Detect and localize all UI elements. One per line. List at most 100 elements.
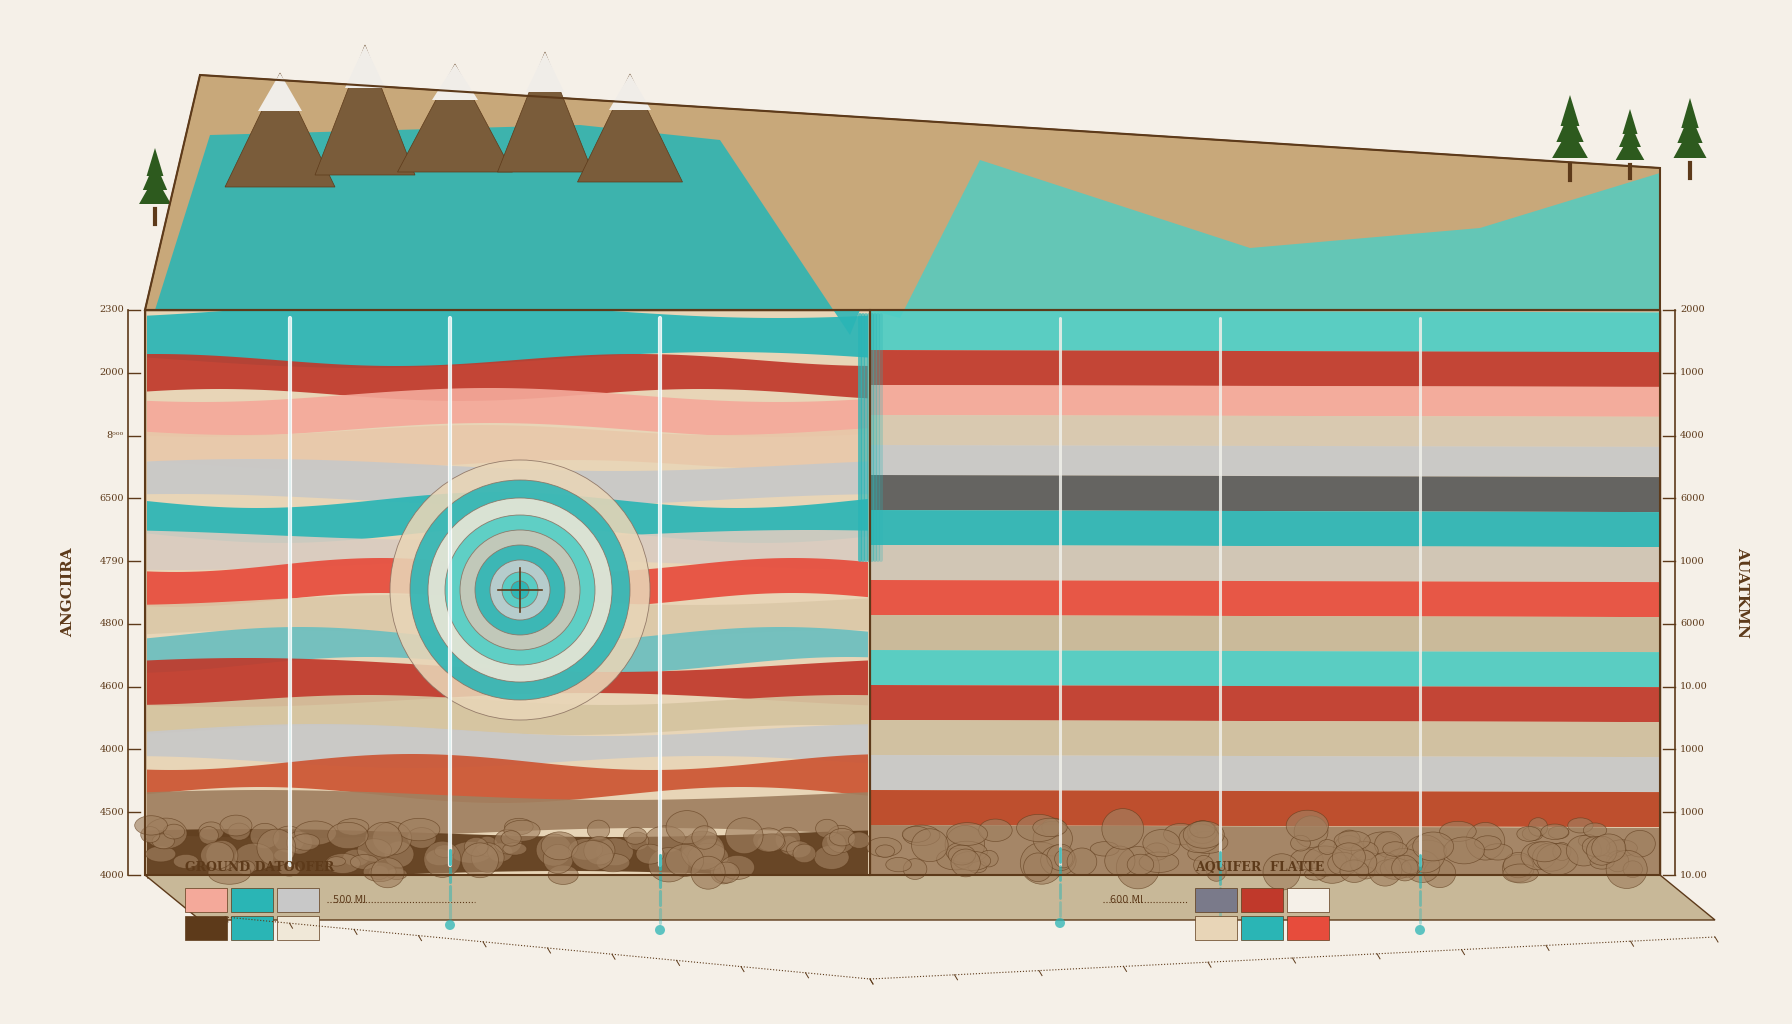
Ellipse shape — [502, 830, 521, 846]
Ellipse shape — [1290, 836, 1310, 851]
Text: 1000: 1000 — [1681, 744, 1704, 754]
Bar — [869, 310, 1659, 874]
Ellipse shape — [1032, 818, 1068, 837]
Ellipse shape — [462, 843, 498, 878]
Ellipse shape — [174, 854, 199, 868]
Ellipse shape — [726, 818, 763, 854]
Ellipse shape — [1116, 847, 1159, 889]
Ellipse shape — [645, 825, 685, 853]
Ellipse shape — [1206, 862, 1226, 882]
Ellipse shape — [1339, 830, 1360, 848]
Ellipse shape — [787, 841, 812, 858]
Polygon shape — [869, 160, 1659, 318]
Ellipse shape — [206, 841, 238, 870]
Ellipse shape — [1127, 854, 1154, 874]
Circle shape — [475, 545, 564, 635]
Ellipse shape — [753, 828, 785, 852]
Polygon shape — [869, 580, 1659, 617]
Ellipse shape — [1055, 850, 1073, 868]
Polygon shape — [147, 354, 867, 401]
Polygon shape — [869, 310, 1659, 352]
Ellipse shape — [434, 845, 455, 857]
Text: 1000: 1000 — [1681, 557, 1704, 565]
Polygon shape — [140, 176, 170, 204]
Ellipse shape — [328, 822, 367, 849]
Ellipse shape — [636, 844, 665, 864]
Ellipse shape — [627, 833, 649, 850]
Ellipse shape — [794, 844, 815, 862]
Polygon shape — [869, 545, 1659, 582]
Polygon shape — [147, 302, 867, 368]
Ellipse shape — [1624, 861, 1643, 878]
Text: 4500: 4500 — [99, 808, 124, 817]
Ellipse shape — [1333, 830, 1371, 851]
Ellipse shape — [272, 826, 305, 853]
Ellipse shape — [373, 821, 412, 855]
Ellipse shape — [1405, 851, 1441, 883]
Ellipse shape — [371, 858, 403, 888]
Polygon shape — [147, 724, 867, 768]
Ellipse shape — [548, 865, 579, 885]
Ellipse shape — [1351, 842, 1378, 860]
Ellipse shape — [1591, 834, 1625, 862]
Polygon shape — [315, 45, 416, 175]
Ellipse shape — [369, 865, 389, 880]
Ellipse shape — [1186, 831, 1228, 853]
Polygon shape — [869, 445, 1659, 477]
Polygon shape — [577, 74, 683, 182]
Ellipse shape — [398, 818, 439, 841]
Ellipse shape — [1294, 816, 1328, 848]
Ellipse shape — [830, 828, 855, 846]
Ellipse shape — [1503, 864, 1538, 883]
Ellipse shape — [1319, 840, 1337, 854]
Ellipse shape — [287, 831, 312, 854]
Ellipse shape — [978, 819, 1012, 842]
Ellipse shape — [1532, 843, 1570, 871]
Circle shape — [1055, 918, 1064, 928]
Ellipse shape — [450, 842, 493, 863]
Polygon shape — [143, 162, 167, 190]
Ellipse shape — [1140, 852, 1179, 872]
Ellipse shape — [274, 849, 294, 861]
Ellipse shape — [1047, 844, 1075, 870]
Bar — [185, 916, 228, 940]
Bar — [278, 888, 319, 912]
Polygon shape — [147, 148, 163, 176]
Ellipse shape — [1263, 854, 1301, 890]
Polygon shape — [869, 510, 1659, 547]
Ellipse shape — [342, 849, 369, 866]
Ellipse shape — [1548, 826, 1570, 839]
Text: 4000: 4000 — [99, 870, 124, 880]
Ellipse shape — [814, 846, 849, 869]
Text: 4790: 4790 — [99, 557, 124, 565]
Ellipse shape — [134, 816, 167, 835]
Ellipse shape — [145, 846, 176, 862]
Ellipse shape — [145, 818, 186, 849]
Ellipse shape — [1541, 824, 1568, 840]
Ellipse shape — [326, 854, 360, 873]
Circle shape — [511, 581, 529, 599]
Ellipse shape — [1066, 848, 1097, 876]
Ellipse shape — [1566, 836, 1602, 866]
Circle shape — [1215, 922, 1226, 932]
Polygon shape — [1616, 135, 1645, 160]
Ellipse shape — [1376, 860, 1400, 877]
Text: 2300: 2300 — [99, 305, 124, 314]
Ellipse shape — [1090, 842, 1120, 856]
Ellipse shape — [1582, 837, 1609, 857]
Circle shape — [410, 480, 631, 700]
Text: 6000: 6000 — [1681, 620, 1704, 629]
Ellipse shape — [1521, 842, 1555, 869]
Ellipse shape — [1143, 829, 1181, 857]
Ellipse shape — [251, 823, 280, 849]
Ellipse shape — [199, 826, 219, 844]
Ellipse shape — [487, 843, 513, 862]
Polygon shape — [609, 74, 650, 110]
Ellipse shape — [903, 859, 926, 880]
Text: 2000: 2000 — [1681, 305, 1704, 314]
Ellipse shape — [1349, 850, 1376, 874]
Polygon shape — [346, 45, 385, 88]
Ellipse shape — [1586, 837, 1616, 865]
Ellipse shape — [1529, 818, 1548, 837]
Polygon shape — [147, 658, 867, 707]
